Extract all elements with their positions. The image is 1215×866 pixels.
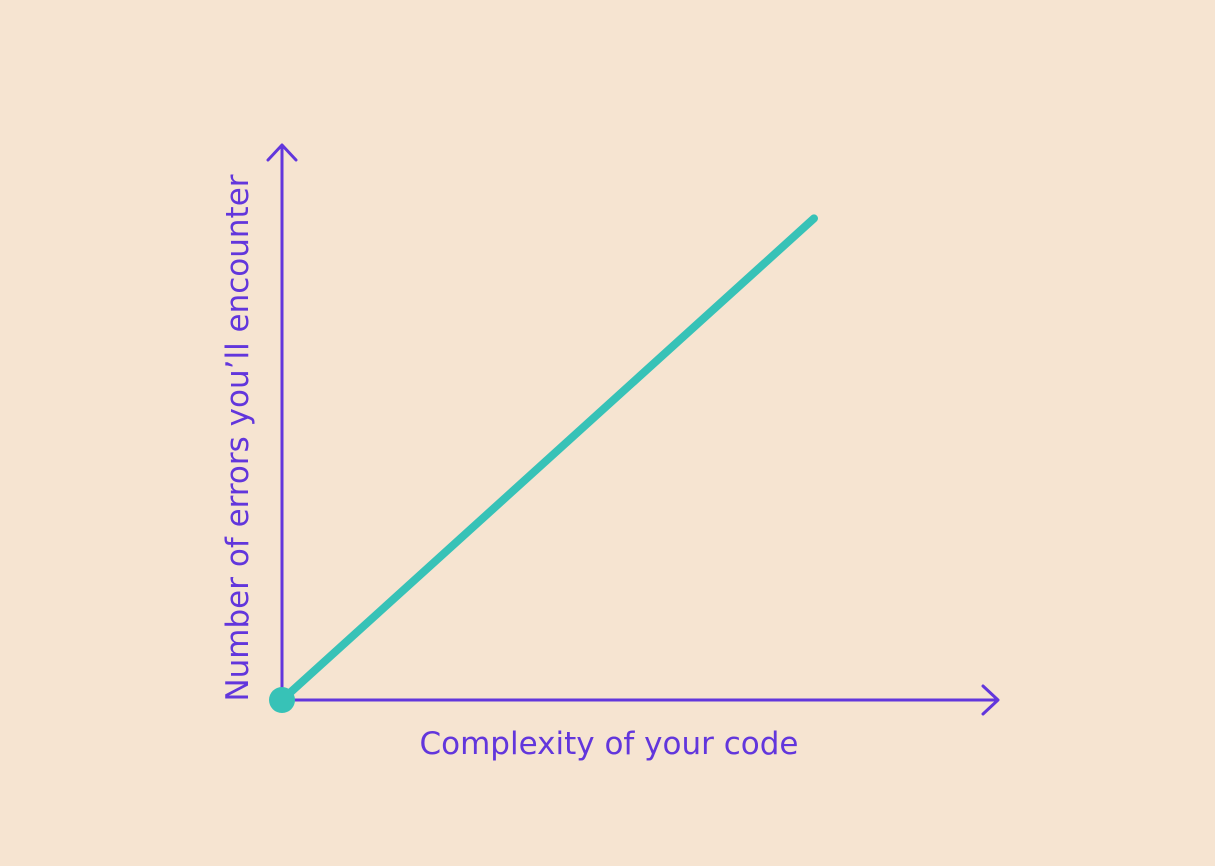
axes bbox=[266, 143, 1000, 716]
x-axis-arrowhead bbox=[981, 684, 1000, 716]
y-axis-label: Number of errors you’ll encounter bbox=[220, 174, 256, 701]
origin-point bbox=[269, 687, 295, 713]
series-line bbox=[278, 214, 818, 704]
x-axis-label: Complexity of your code bbox=[420, 726, 799, 762]
series-layer bbox=[269, 214, 818, 713]
y-axis-arrowhead bbox=[266, 143, 298, 162]
